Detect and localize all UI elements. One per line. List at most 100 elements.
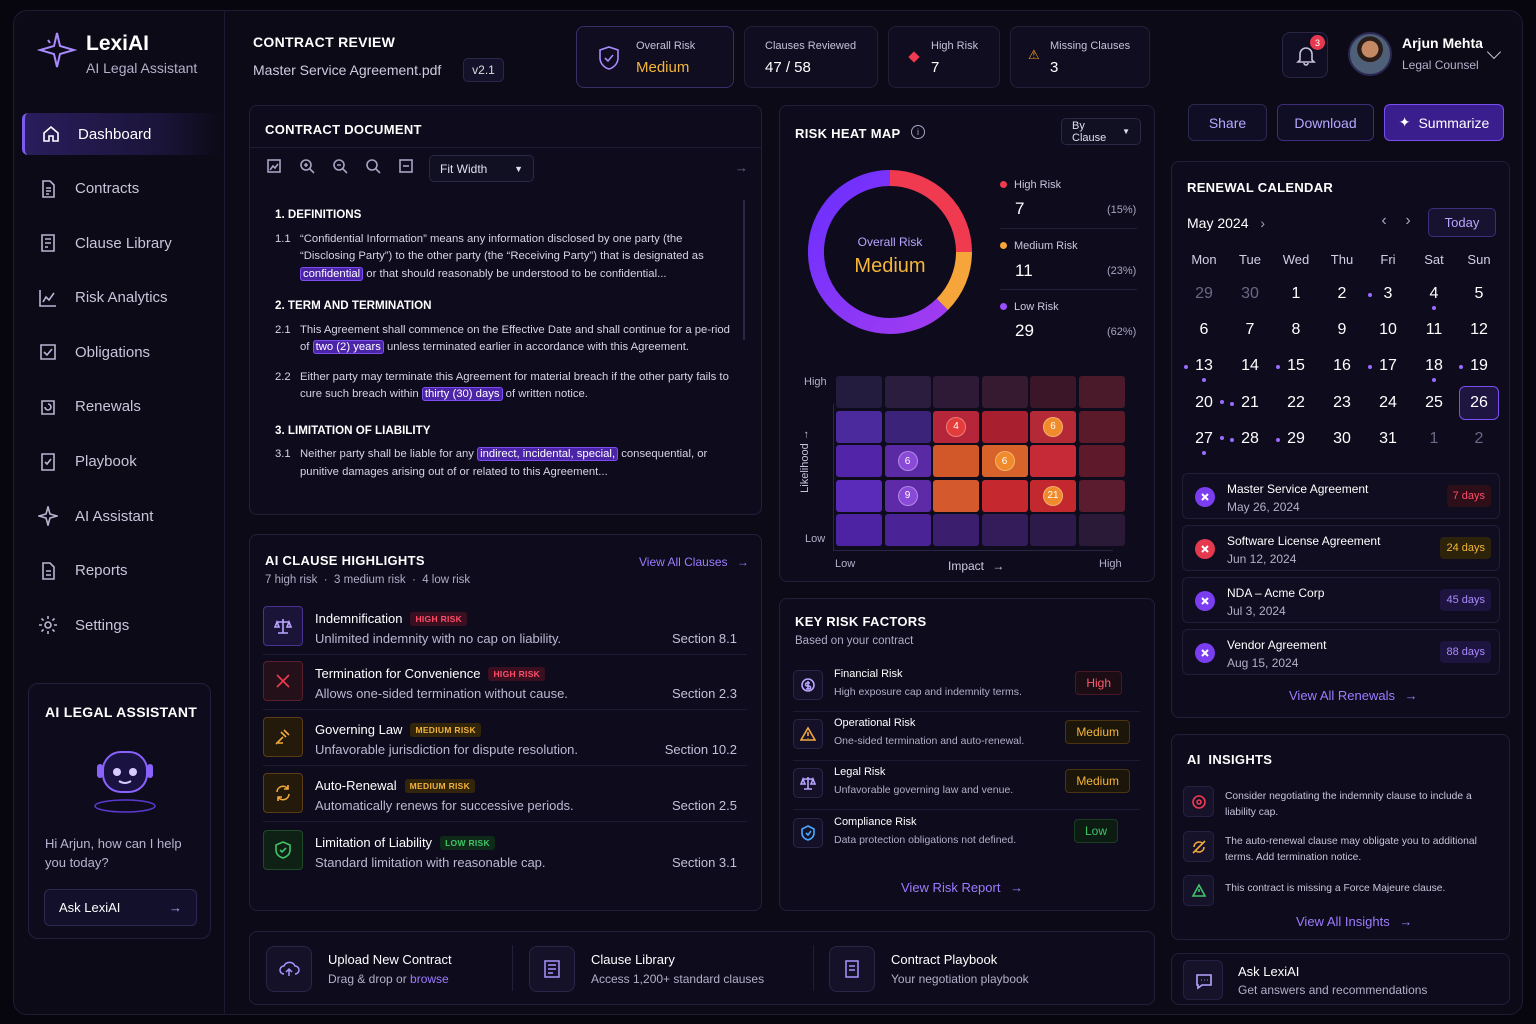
calendar-day[interactable]: 27 <box>1184 422 1224 456</box>
version-badge[interactable]: v2.1 <box>463 58 504 82</box>
heatmap-bubble[interactable]: 6 <box>1043 416 1063 437</box>
calendar-day[interactable]: 4 <box>1414 277 1454 311</box>
calendar-day[interactable]: 24 <box>1379 393 1397 411</box>
calendar-day[interactable]: 23 <box>1333 393 1351 411</box>
calendar-day[interactable]: 22 <box>1287 393 1305 411</box>
heatmap-cell[interactable] <box>933 376 979 408</box>
sidebar-item-reports[interactable]: Reports <box>22 550 222 592</box>
calendar-day[interactable]: 3 <box>1368 277 1408 311</box>
calendar-day[interactable]: 29 <box>1276 422 1316 456</box>
heatmap-cell[interactable] <box>884 410 931 443</box>
heatmap-cell[interactable] <box>836 376 882 408</box>
calendar-day[interactable]: 1 <box>1429 429 1439 447</box>
ask-lexiai-card[interactable] <box>1171 953 1510 1005</box>
view-risk-report-link[interactable]: View Risk Report → <box>901 880 1023 895</box>
clause-highlight-row[interactable]: Indemnification HIGH RISK Unlimited indem… <box>263 603 747 655</box>
heatmap-bubble[interactable]: 21 <box>1043 485 1063 506</box>
heatmap-bubble[interactable]: 4 <box>946 416 966 437</box>
image-icon[interactable] <box>263 155 285 177</box>
heatmap-bubble[interactable]: 9 <box>897 485 918 506</box>
highlighted-term[interactable]: indirect, incidental, special, <box>477 447 619 461</box>
calendar-day[interactable]: 11 <box>1425 321 1443 339</box>
highlighted-term[interactable]: confidential <box>300 266 364 281</box>
zoom-in-icon[interactable] <box>296 155 318 177</box>
calendar-day[interactable]: 18 <box>1414 349 1454 383</box>
heatmap-cell[interactable] <box>1078 445 1125 477</box>
avatar[interactable] <box>1348 32 1392 76</box>
calendar-day[interactable]: 21 <box>1230 386 1270 420</box>
calendar-day[interactable]: 13 <box>1184 349 1224 383</box>
sidebar-item-renewals[interactable]: Renewals <box>22 386 222 428</box>
heatmap-cell[interactable] <box>981 410 1028 443</box>
calendar-day[interactable]: 17 <box>1368 349 1408 383</box>
heatmap-cell[interactable] <box>933 445 979 477</box>
calendar-day[interactable]: 28 <box>1230 422 1270 456</box>
heatmap-cell[interactable] <box>884 514 931 546</box>
heatmap-cell[interactable] <box>884 376 931 408</box>
heatmap-cell[interactable] <box>1030 445 1076 477</box>
heatmap-cell[interactable] <box>1030 376 1076 408</box>
sidebar-item-dashboard[interactable]: Dashboard <box>22 113 222 155</box>
browse-link[interactable]: browse <box>410 972 449 986</box>
sidebar-item-risk-analytics[interactable]: Risk Analytics <box>22 277 222 319</box>
calendar-day[interactable]: 2 <box>1474 429 1484 447</box>
heatmap-cell[interactable] <box>1078 410 1125 443</box>
summarize-button[interactable]: ✦ Summarize <box>1384 104 1504 141</box>
risk-factor-row[interactable]: Operational Risk One-sided termination a… <box>793 713 1140 761</box>
share-button[interactable]: Share <box>1188 104 1267 141</box>
document-scrollbar[interactable] <box>743 200 745 340</box>
calendar-day[interactable]: 25 <box>1425 393 1443 411</box>
zoom-select[interactable]: Fit Width ▼ <box>429 155 534 182</box>
risk-factor-row[interactable]: Financial Risk High exposure cap and ind… <box>793 664 1140 712</box>
renewal-row[interactable]: NDA – Acme Corp Jul 3, 2024 45 days <box>1182 577 1500 623</box>
calendar-month[interactable]: May 2024 › <box>1187 215 1265 231</box>
calendar-day[interactable]: 16 <box>1333 357 1351 375</box>
sidebar-item-clause-library[interactable]: Clause Library <box>22 222 222 264</box>
calendar-day[interactable]: 31 <box>1379 429 1397 447</box>
heatmap-cell[interactable] <box>1030 514 1076 546</box>
clause-highlight-row[interactable]: Auto-Renewal MEDIUM RISK Automatically re… <box>263 770 747 822</box>
risk-factor-row[interactable]: Legal Risk Unfavorable governing law and… <box>793 762 1140 810</box>
zoom-out-icon[interactable] <box>329 155 351 177</box>
calendar-day[interactable]: 5 <box>1474 285 1484 302</box>
highlighted-term[interactable]: two (2) years <box>312 340 384 354</box>
ask-lexiai-button[interactable]: Ask LexiAI → <box>44 889 197 926</box>
view-all-insights-link[interactable]: View All Insights → <box>1296 914 1412 929</box>
renewal-row[interactable]: Software License Agreement Jun 12, 2024 … <box>1182 525 1500 571</box>
prev-month-button[interactable]: ‹ <box>1374 212 1394 234</box>
calendar-day[interactable]: 9 <box>1337 321 1347 339</box>
clause-highlight-row[interactable]: Termination for Convenience HIGH RISK All… <box>263 658 747 710</box>
sidebar-item-settings[interactable]: Settings <box>22 604 222 646</box>
today-button[interactable]: Today <box>1428 208 1496 237</box>
sidebar-item-obligations[interactable]: Obligations <box>22 331 222 373</box>
calendar-day[interactable]: 30 <box>1241 285 1259 302</box>
sidebar-item-ai-assistant[interactable]: AI Assistant <box>22 495 222 537</box>
calendar-day[interactable]: 8 <box>1291 321 1301 339</box>
heatmap-bubble[interactable]: 6 <box>897 451 918 471</box>
calendar-day[interactable]: 10 <box>1379 321 1397 339</box>
renewal-row[interactable]: Master Service Agreement May 26, 2024 7 … <box>1182 473 1500 519</box>
heatmap-cell[interactable] <box>933 479 979 512</box>
calendar-day[interactable]: 14 <box>1241 357 1259 375</box>
next-month-button[interactable]: › <box>1398 212 1418 234</box>
sidebar-item-contracts[interactable]: Contracts <box>22 168 222 210</box>
heatmap-cell[interactable] <box>836 479 882 512</box>
arrow-right-icon[interactable]: → <box>735 160 748 175</box>
heatmap-bubble[interactable]: 6 <box>994 451 1015 471</box>
calendar-day[interactable]: 19 <box>1459 349 1499 383</box>
contract-playbook-action[interactable]: Contract Playbook Your negotiation playb… <box>829 946 1099 994</box>
download-button[interactable]: Download <box>1277 104 1374 141</box>
calendar-day[interactable]: 12 <box>1470 321 1488 339</box>
sidebar-item-playbook[interactable]: Playbook <box>22 441 222 483</box>
calendar-day[interactable]: 29 <box>1195 285 1213 302</box>
search-icon[interactable] <box>362 155 384 177</box>
heatmap-cell[interactable] <box>981 376 1028 408</box>
highlighted-term[interactable]: thirty (30) days <box>421 387 503 401</box>
calendar-day[interactable]: 1 <box>1291 285 1301 302</box>
heatmap-cell[interactable] <box>981 514 1028 546</box>
clause-highlight-row[interactable]: Governing Law MEDIUM RISK Unfavorable jur… <box>263 714 747 766</box>
clause-library-action[interactable]: Clause Library Access 1,200+ standard cl… <box>529 946 799 994</box>
calendar-day[interactable]: 20 <box>1184 386 1224 420</box>
heatmap-filter-select[interactable]: By Clause ▼ <box>1061 118 1141 145</box>
view-all-clauses-link[interactable]: View All Clauses → <box>639 555 749 569</box>
